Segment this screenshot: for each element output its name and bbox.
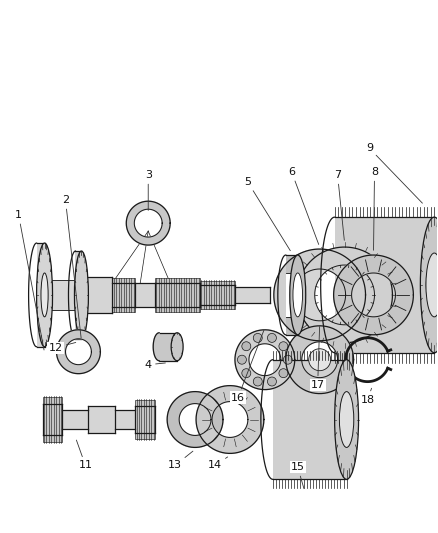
Polygon shape <box>273 360 346 479</box>
Text: 14: 14 <box>208 457 228 470</box>
Polygon shape <box>200 285 235 305</box>
Ellipse shape <box>335 360 359 479</box>
Polygon shape <box>167 392 223 447</box>
Polygon shape <box>153 333 159 361</box>
Circle shape <box>242 342 251 351</box>
Circle shape <box>279 342 288 351</box>
Polygon shape <box>286 273 298 317</box>
Polygon shape <box>88 406 115 433</box>
Polygon shape <box>81 277 112 313</box>
Text: 7: 7 <box>334 170 344 240</box>
Text: 8: 8 <box>371 167 378 251</box>
Polygon shape <box>274 249 366 341</box>
Text: 6: 6 <box>288 167 319 245</box>
Polygon shape <box>37 243 45 347</box>
Text: 5: 5 <box>244 177 290 251</box>
Polygon shape <box>42 403 63 435</box>
Ellipse shape <box>309 349 331 370</box>
Ellipse shape <box>290 255 306 335</box>
Polygon shape <box>155 278 200 312</box>
Polygon shape <box>112 278 135 312</box>
Text: 10: 10 <box>0 532 1 533</box>
Circle shape <box>242 369 251 378</box>
Text: 17: 17 <box>311 327 325 390</box>
Text: 12: 12 <box>49 343 76 353</box>
Circle shape <box>253 334 262 342</box>
Ellipse shape <box>426 253 438 317</box>
Text: 9: 9 <box>366 143 422 203</box>
Ellipse shape <box>420 217 438 353</box>
Ellipse shape <box>74 251 88 339</box>
Polygon shape <box>235 287 270 303</box>
Polygon shape <box>63 409 88 430</box>
Circle shape <box>279 369 288 378</box>
Text: 2: 2 <box>62 195 81 338</box>
Polygon shape <box>196 385 264 454</box>
Polygon shape <box>126 201 170 245</box>
Text: 11: 11 <box>76 440 92 470</box>
Polygon shape <box>426 237 438 333</box>
Circle shape <box>283 355 292 364</box>
Text: 4: 4 <box>145 360 166 370</box>
Polygon shape <box>235 330 295 390</box>
Polygon shape <box>42 397 63 442</box>
Text: 16: 16 <box>231 330 264 402</box>
Polygon shape <box>286 255 298 335</box>
Polygon shape <box>159 333 177 361</box>
Ellipse shape <box>41 273 48 317</box>
Polygon shape <box>297 247 392 343</box>
Circle shape <box>268 377 276 386</box>
Circle shape <box>268 334 276 342</box>
Polygon shape <box>115 409 135 430</box>
Polygon shape <box>200 281 235 309</box>
Polygon shape <box>135 400 155 439</box>
Polygon shape <box>335 217 434 353</box>
Text: 13: 13 <box>168 451 193 470</box>
Text: 18: 18 <box>360 388 374 405</box>
Polygon shape <box>75 251 81 339</box>
Polygon shape <box>286 326 353 393</box>
Polygon shape <box>112 283 135 307</box>
Ellipse shape <box>171 333 183 361</box>
Ellipse shape <box>37 243 53 347</box>
Text: 15: 15 <box>291 462 305 489</box>
Polygon shape <box>57 330 100 374</box>
Polygon shape <box>135 283 155 307</box>
Polygon shape <box>45 280 75 310</box>
Text: 1: 1 <box>15 210 44 350</box>
Polygon shape <box>155 283 200 307</box>
Circle shape <box>253 377 262 386</box>
Polygon shape <box>135 406 155 433</box>
Circle shape <box>237 355 247 364</box>
Polygon shape <box>334 255 413 335</box>
Ellipse shape <box>339 392 354 447</box>
Text: 3: 3 <box>145 170 152 211</box>
Ellipse shape <box>293 273 303 317</box>
